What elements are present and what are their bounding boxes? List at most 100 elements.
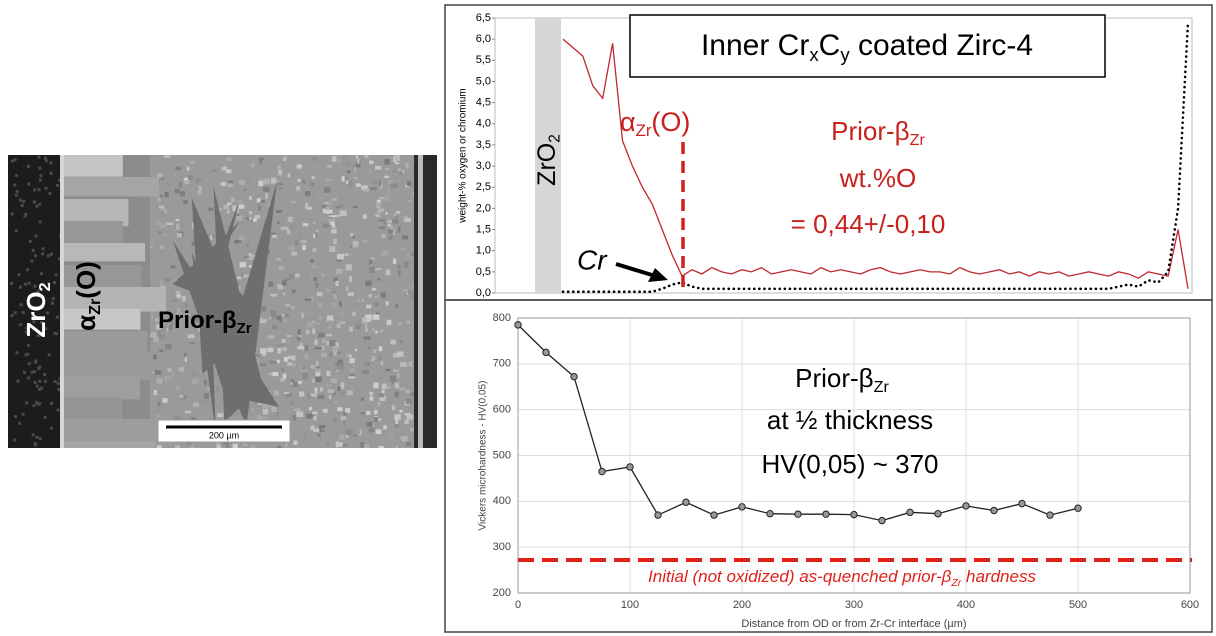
- grain: [349, 276, 353, 282]
- oxide-speck: [53, 331, 57, 335]
- grain: [291, 289, 296, 293]
- oxide-speck: [16, 379, 20, 383]
- grain: [399, 362, 407, 367]
- grain: [268, 373, 272, 376]
- oxide-speck: [10, 313, 14, 317]
- grain: [306, 246, 313, 252]
- grain: [270, 293, 277, 297]
- grain: [317, 433, 321, 437]
- grain: [226, 202, 232, 205]
- zro2-band: [535, 18, 561, 293]
- grain: [307, 311, 313, 314]
- grain: [284, 155, 287, 161]
- grain: [304, 298, 312, 301]
- grain: [372, 179, 378, 184]
- grain: [277, 347, 281, 354]
- grain: [337, 363, 344, 370]
- grain: [363, 336, 369, 339]
- alpha-label-part: (O): [651, 107, 690, 137]
- grain: [315, 321, 320, 325]
- grain: [210, 206, 217, 210]
- grain: [310, 273, 313, 280]
- grain: [339, 210, 347, 217]
- grain: [286, 298, 290, 303]
- grain: [314, 387, 318, 394]
- grain: [294, 408, 301, 411]
- grain: [345, 434, 349, 438]
- grain: [368, 346, 371, 350]
- annotation: Prior-βZr: [795, 363, 889, 396]
- grain: [269, 360, 277, 365]
- grain: [339, 390, 347, 395]
- grain: [410, 253, 415, 256]
- y-tick-label: 600: [493, 404, 511, 416]
- oxide-speck: [25, 401, 29, 405]
- oxide-speck: [43, 373, 47, 377]
- grain: [260, 363, 267, 367]
- grain: [349, 233, 354, 237]
- alpha-label-part: Zr: [86, 298, 104, 315]
- grain: [156, 445, 162, 448]
- grain: [302, 223, 309, 227]
- grain: [250, 163, 255, 168]
- y-tick-label: 5,5: [476, 54, 491, 66]
- grain: [374, 165, 382, 170]
- prior-beta-label-part: Prior-β: [158, 307, 237, 334]
- chart-title-part: coated Zirc-4: [850, 29, 1033, 62]
- alpha-label-part: α: [71, 315, 101, 331]
- grain: [321, 429, 325, 433]
- oxide-speck: [44, 156, 48, 160]
- grain: [321, 273, 325, 277]
- grain: [399, 387, 405, 390]
- grain: [161, 208, 168, 215]
- grain: [165, 182, 172, 187]
- grain: [204, 393, 209, 399]
- oxide-speck: [46, 254, 50, 258]
- oxide-speck: [30, 370, 34, 374]
- oxide-speck: [15, 351, 19, 355]
- grain: [277, 446, 282, 448]
- grain: [333, 419, 338, 426]
- oxide-speck: [33, 370, 37, 374]
- grain: [407, 181, 412, 187]
- grain: [390, 293, 394, 297]
- grain: [399, 339, 403, 344]
- grain: [378, 222, 384, 227]
- grain: [308, 217, 315, 222]
- grain: [312, 411, 318, 415]
- grain: [394, 424, 399, 428]
- oxide-speck: [35, 400, 39, 404]
- grain: [276, 315, 282, 320]
- grain: [396, 373, 400, 379]
- chart-title-part: y: [840, 44, 850, 65]
- data-point: [514, 321, 522, 329]
- grain: [304, 353, 309, 360]
- oxide-speck: [38, 365, 42, 369]
- oxide-speck: [44, 327, 48, 331]
- grain: [155, 221, 163, 226]
- grain: [329, 351, 334, 357]
- zro2-label-part: ZrO: [21, 291, 51, 337]
- grain: [239, 262, 247, 268]
- grain: [306, 413, 312, 419]
- grain: [406, 252, 411, 258]
- oxide-speck: [26, 268, 30, 272]
- grain: [190, 446, 194, 448]
- grain: [362, 188, 370, 192]
- grain: [288, 306, 291, 311]
- grain: [284, 278, 292, 281]
- grain: [326, 288, 330, 293]
- grain: [257, 199, 265, 203]
- y-tick-label: 4,0: [476, 118, 491, 130]
- grain: [344, 253, 349, 256]
- oxide-speck: [58, 257, 62, 261]
- grain: [297, 381, 303, 384]
- oxide-speck: [49, 161, 53, 165]
- grain: [366, 304, 372, 309]
- grain: [167, 232, 173, 236]
- grain: [272, 324, 278, 330]
- grain: [153, 446, 159, 448]
- grain: [225, 442, 229, 448]
- grain: [186, 166, 190, 171]
- grain: [163, 155, 171, 158]
